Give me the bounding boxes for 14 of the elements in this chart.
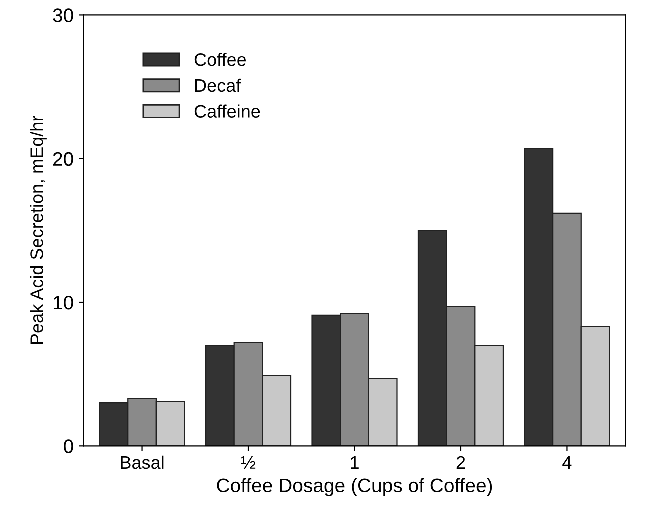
x-tick-label: ½ [241,456,256,469]
y-tick-label: 0 [64,440,74,454]
legend-label: Decaf [195,78,242,92]
x-tick-label: 2 [456,456,466,469]
y-axis-title: Peak Acid Secretion, mEq/hr [30,116,47,344]
y-tick-label: 10 [54,296,74,310]
x-tick-label: 4 [562,456,572,469]
x-tick-label: 1 [351,456,359,469]
legend-label: Caffeine [194,104,260,118]
y-tick-label: 20 [53,152,74,166]
y-tick-label: 30 [53,8,74,22]
x-axis-title: Coffee Dosage (Cups of Coffee) [217,478,492,496]
legend-label: Coffee [194,53,246,66]
x-tick-label: Basal [121,456,164,470]
